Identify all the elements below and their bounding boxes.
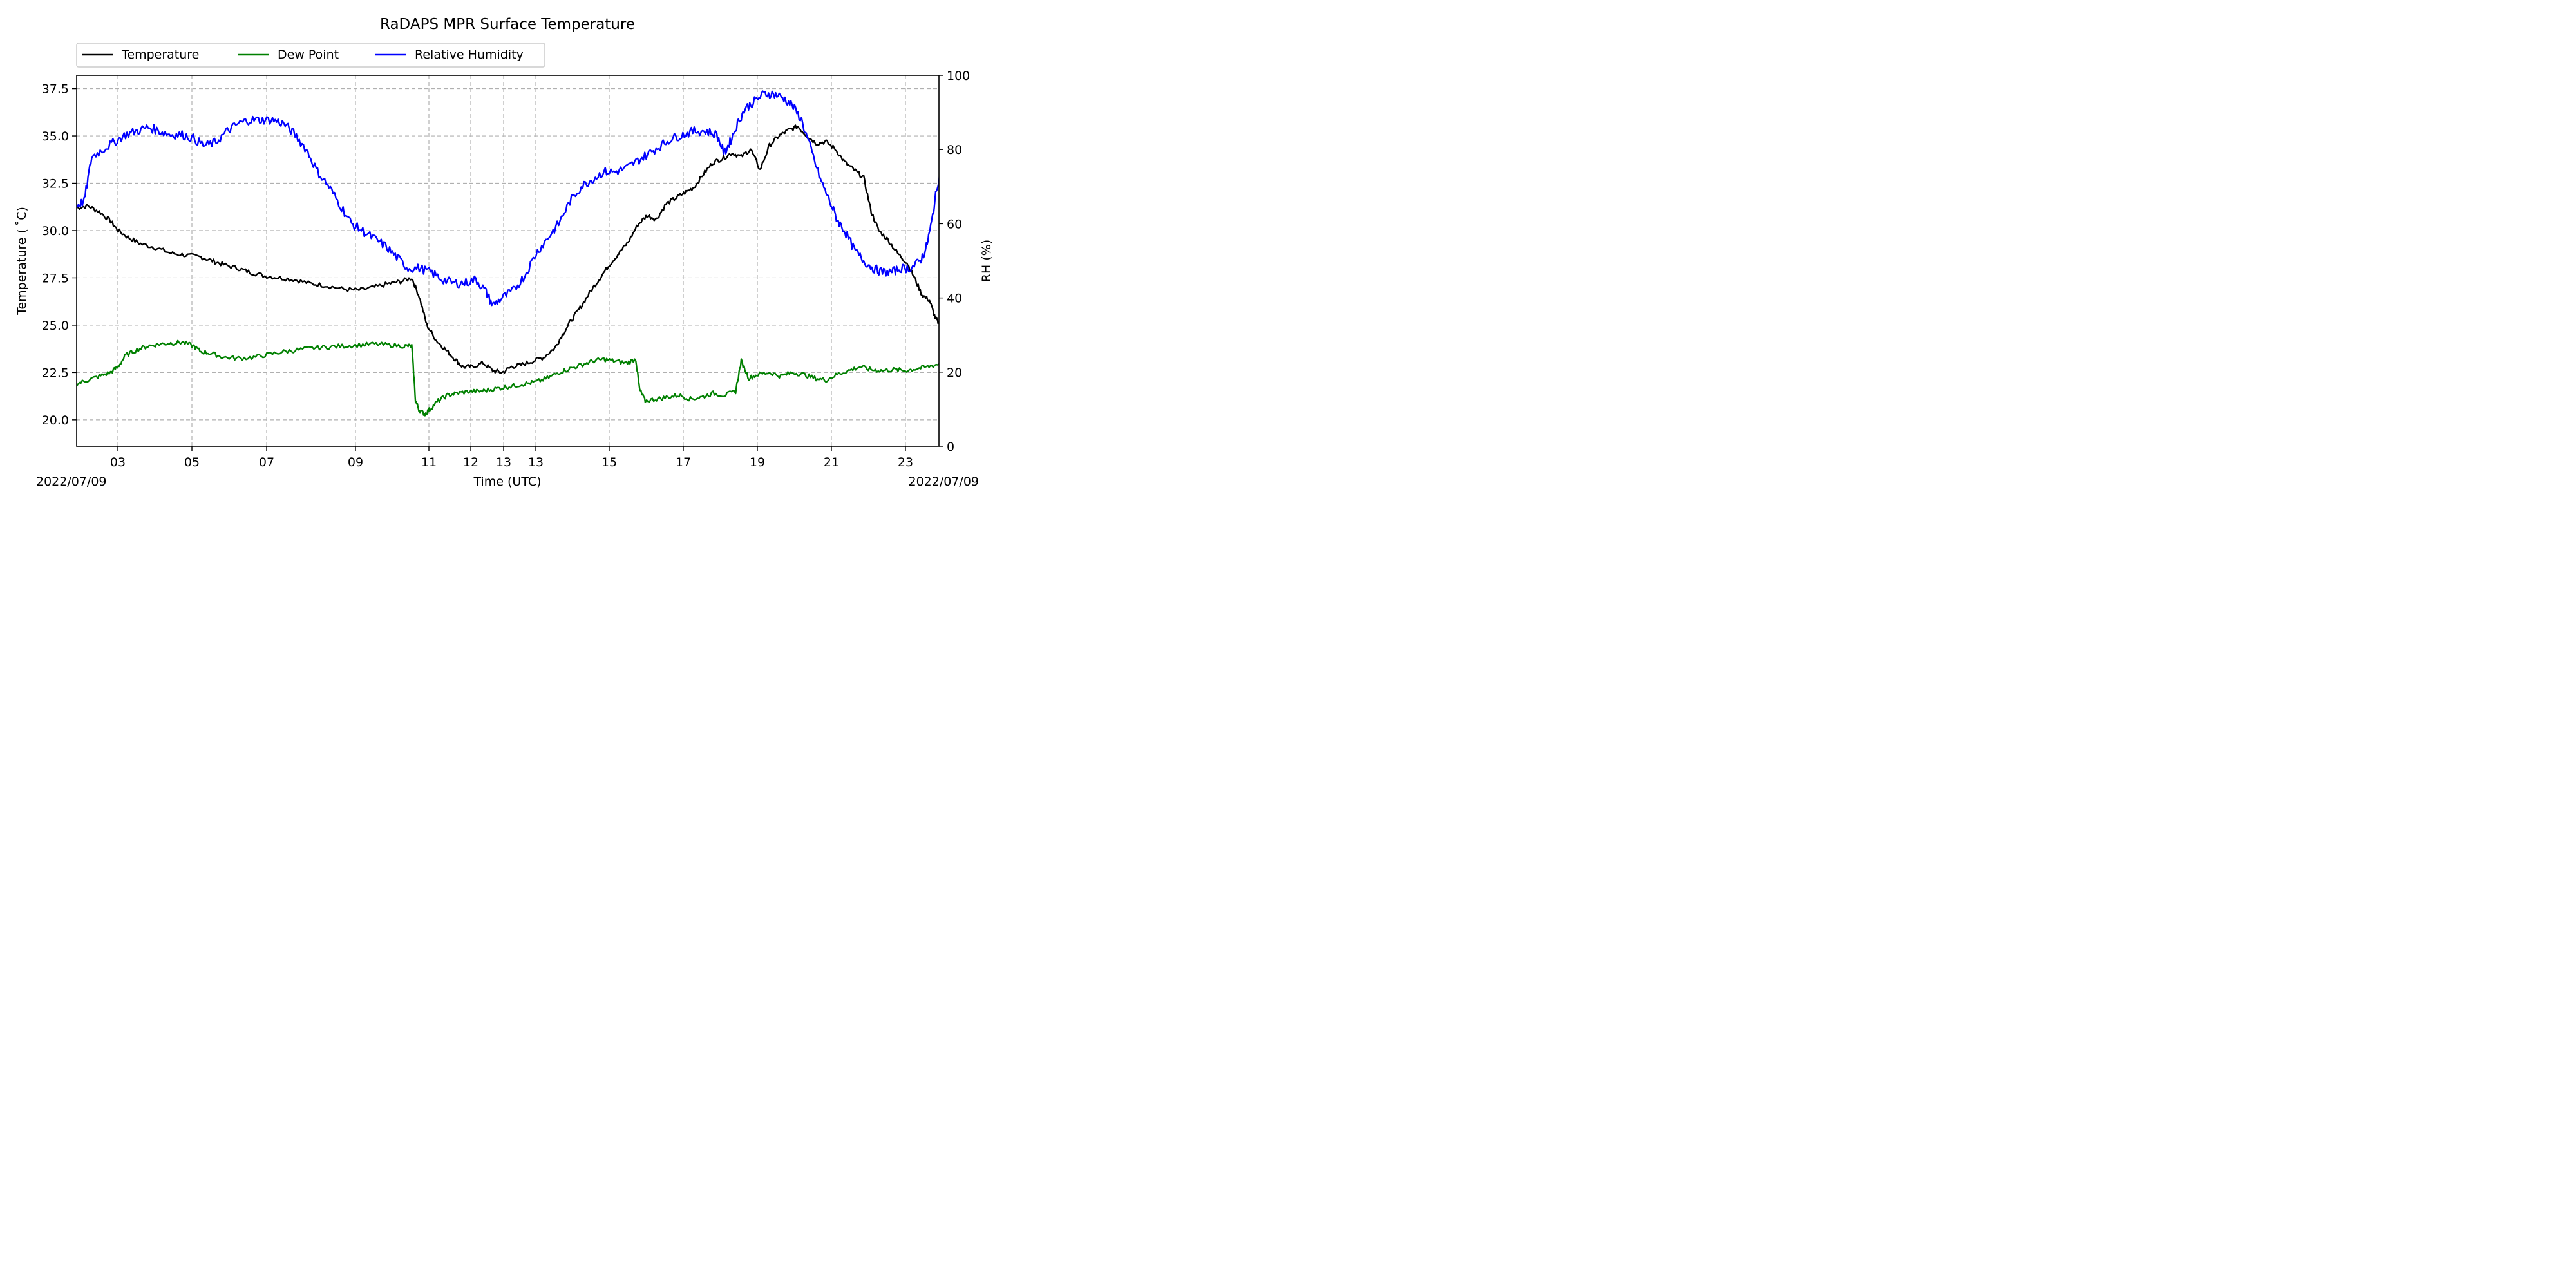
legend-label-relative-humidity: Relative Humidity (415, 48, 524, 62)
y2-axis-label: RH (%) (980, 240, 994, 282)
series-line-dew-point (77, 339, 939, 417)
x-tick-label: 09 (348, 455, 363, 469)
chart-canvas: RaDAPS MPR Surface Temperature 03 05 07 09 1… (15, 16, 994, 489)
x-tick-label: 19 (750, 455, 765, 469)
legend-label-temperature: Temperature (121, 48, 199, 62)
y-axis-right: 0 20 40 60 80 100 (939, 69, 970, 454)
date-left-label: 2022/07/09 (36, 475, 107, 489)
y-tick-label: 35.0 (42, 129, 69, 144)
chart-title: RaDAPS MPR Surface Temperature (380, 16, 635, 33)
x-tick-label: 11 (421, 455, 437, 469)
x-tick-label: 13 (496, 455, 511, 469)
y-tick-label: 20.0 (42, 413, 69, 428)
x-tick-label: 17 (676, 455, 691, 469)
y2-tick-label: 0 (947, 440, 954, 454)
x-tick-label: 13 (528, 455, 544, 469)
y2-tick-label: 40 (947, 292, 962, 306)
legend: Temperature Dew Point Relative Humidity (76, 43, 545, 68)
x-tick-label: 07 (259, 455, 274, 469)
series-line-temperature (77, 124, 939, 374)
y2-tick-label: 60 (947, 217, 962, 231)
date-right-label: 2022/07/09 (908, 475, 979, 489)
x-tick-label: 21 (824, 455, 839, 469)
series-line-relative-humidity (77, 90, 939, 307)
y-tick-label: 27.5 (42, 271, 69, 285)
y-axis-left: 20.0 22.5 25.0 27.5 30.0 32.5 35.0 37.5 (42, 82, 77, 428)
x-axis: 03 05 07 09 11 12 13 13 15 17 19 21 23 (110, 446, 913, 469)
y2-tick-label: 80 (947, 143, 962, 157)
y-tick-label: 22.5 (42, 366, 69, 380)
x-tick-label: 03 (110, 455, 126, 469)
y-axis-label: Temperature ( ˚C) (15, 207, 29, 316)
gridlines (77, 75, 939, 446)
y-tick-label: 30.0 (42, 224, 69, 238)
x-tick-label: 05 (184, 455, 200, 469)
series-layer (77, 90, 939, 417)
y2-tick-label: 100 (947, 69, 970, 83)
legend-label-dew-point: Dew Point (278, 48, 339, 62)
y-tick-label: 32.5 (42, 177, 69, 191)
y-tick-label: 37.5 (42, 82, 69, 97)
x-axis-label: Time (UTC) (473, 475, 541, 489)
x-tick-label: 15 (601, 455, 617, 469)
x-tick-label: 12 (463, 455, 478, 469)
legend-box (76, 43, 545, 68)
x-tick-label: 23 (898, 455, 913, 469)
y-tick-label: 25.0 (42, 319, 69, 333)
plot-frame (76, 75, 940, 447)
y2-tick-label: 20 (947, 366, 962, 380)
